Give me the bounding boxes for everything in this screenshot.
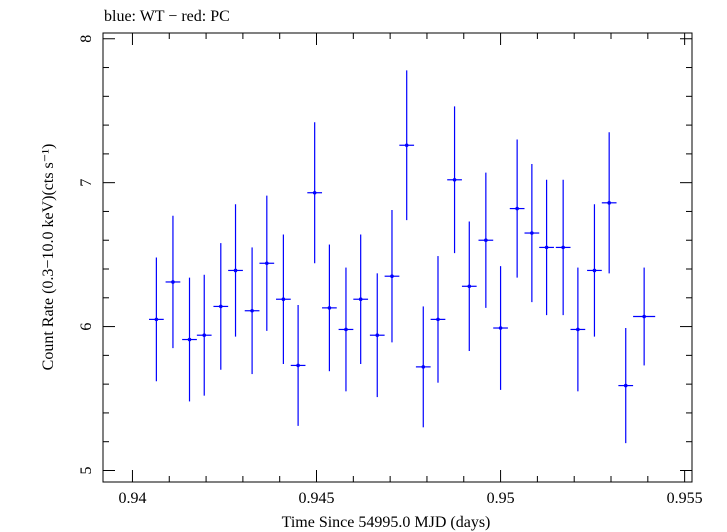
point-marker — [344, 327, 348, 332]
data-point — [461, 221, 477, 352]
data-point — [196, 274, 212, 396]
data-point — [353, 234, 369, 364]
point-marker — [202, 333, 207, 338]
point-marker — [250, 308, 254, 313]
y-tick-label: 8 — [78, 35, 95, 43]
data-point — [601, 132, 617, 274]
data-point — [276, 234, 291, 364]
x-tick-label: 0.955 — [667, 490, 703, 507]
point-marker — [265, 261, 269, 266]
data-point — [259, 195, 275, 331]
point-marker — [515, 206, 519, 211]
point-marker — [607, 201, 611, 205]
data-point — [338, 267, 354, 392]
point-marker — [358, 297, 363, 302]
point-marker — [484, 238, 488, 243]
x-tick-label: 0.95 — [487, 490, 515, 507]
data-point — [399, 70, 415, 221]
plot-area — [102, 32, 693, 483]
data-point — [524, 163, 540, 303]
data-point — [244, 247, 260, 375]
data-point — [509, 139, 525, 278]
data-point — [447, 106, 462, 254]
point-marker — [467, 284, 472, 289]
point-marker — [327, 306, 332, 310]
point-marker — [436, 317, 440, 322]
data-points — [149, 70, 656, 444]
x-axis: 0.94 0.945 0.95 0.955 — [118, 33, 703, 507]
data-point — [165, 215, 181, 349]
plot-frame — [102, 32, 693, 483]
point-marker — [592, 268, 597, 273]
data-point — [213, 243, 229, 370]
data-point — [555, 179, 571, 316]
data-point — [228, 204, 243, 337]
point-marker — [296, 363, 300, 368]
data-point — [633, 267, 656, 366]
data-point — [539, 179, 554, 316]
point-marker — [154, 317, 159, 322]
data-point — [430, 256, 446, 383]
data-point — [290, 304, 306, 426]
data-point — [618, 328, 634, 444]
point-marker — [561, 245, 565, 250]
data-point — [369, 273, 385, 398]
point-marker — [498, 326, 503, 330]
data-point — [493, 266, 508, 390]
chart-title: blue: WT − red: PC — [104, 8, 230, 25]
x-tick-label: 0.94 — [118, 490, 146, 507]
y-tick-label: 6 — [78, 323, 95, 331]
point-marker — [576, 327, 580, 332]
x-axis-label: Time Since 54995.0 MJD (days) — [282, 514, 491, 531]
point-marker — [233, 268, 238, 273]
point-marker — [623, 383, 628, 388]
point-marker — [530, 231, 534, 235]
data-point — [322, 244, 337, 372]
point-marker — [187, 337, 192, 342]
y-axis: 5 6 7 8 — [78, 35, 692, 474]
point-marker — [452, 177, 457, 182]
x-tick-label: 0.945 — [299, 490, 335, 507]
data-point — [182, 277, 197, 402]
y-tick-label: 7 — [78, 179, 95, 187]
data-point — [478, 172, 494, 308]
point-marker — [312, 190, 317, 195]
y-tick-label: 5 — [78, 466, 95, 474]
point-marker — [281, 297, 286, 302]
point-marker — [171, 280, 175, 284]
y-axis-label: Count Rate (0.3−10.0 keV)(cts s⁻¹) — [40, 144, 57, 371]
point-marker — [421, 365, 426, 369]
data-point — [587, 204, 602, 337]
data-point — [415, 306, 431, 428]
data-point — [570, 267, 586, 392]
point-marker — [404, 143, 409, 148]
point-marker — [219, 304, 223, 309]
point-marker — [544, 245, 549, 250]
point-marker — [390, 274, 394, 279]
point-marker — [375, 333, 380, 338]
point-marker — [642, 314, 646, 319]
data-point — [384, 210, 400, 343]
data-point — [149, 257, 164, 382]
data-point — [307, 122, 323, 264]
